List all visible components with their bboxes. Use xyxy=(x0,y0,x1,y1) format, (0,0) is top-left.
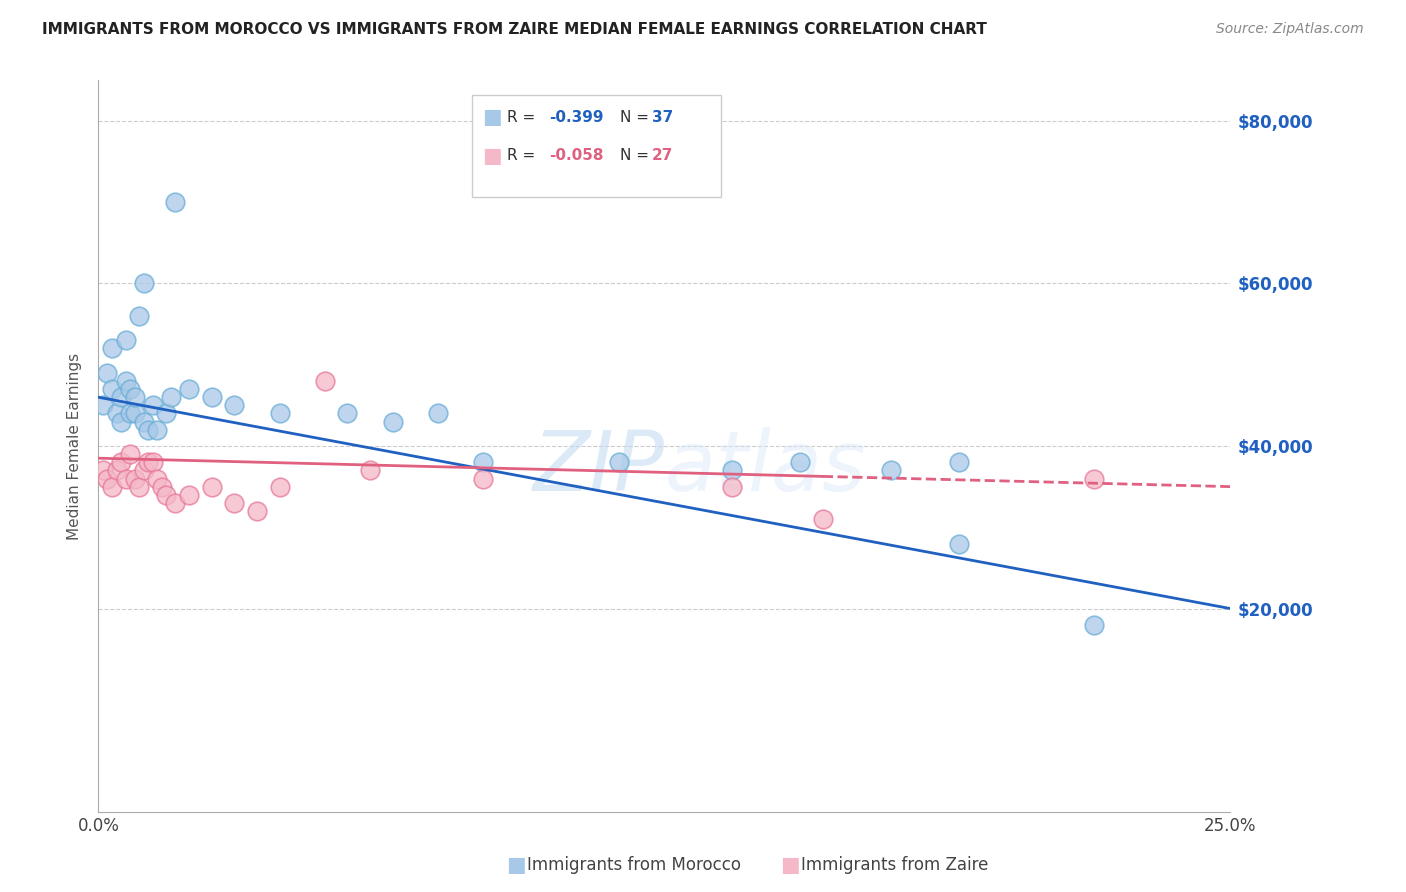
Point xyxy=(177,382,200,396)
Text: atlas: atlas xyxy=(665,427,866,508)
Text: Source: ZipAtlas.com: Source: ZipAtlas.com xyxy=(1216,22,1364,37)
Point xyxy=(101,382,124,396)
Point xyxy=(269,480,291,494)
Point xyxy=(246,504,269,518)
Text: -0.399: -0.399 xyxy=(550,110,603,125)
Point xyxy=(91,398,114,412)
Text: N =: N = xyxy=(620,110,654,125)
Point xyxy=(811,512,834,526)
Point xyxy=(948,455,970,469)
Point xyxy=(136,423,159,437)
Point xyxy=(132,415,155,429)
Point xyxy=(146,423,169,437)
Point xyxy=(177,488,200,502)
Point xyxy=(1083,617,1105,632)
Point xyxy=(124,471,146,485)
Point xyxy=(607,455,630,469)
Point xyxy=(101,342,124,356)
Point xyxy=(269,407,291,421)
Text: ■: ■ xyxy=(482,145,502,166)
Point xyxy=(155,407,177,421)
Point xyxy=(789,455,811,469)
Point xyxy=(381,415,404,429)
Point xyxy=(142,398,165,412)
Point xyxy=(165,195,187,210)
Point xyxy=(128,309,150,323)
Point xyxy=(124,407,146,421)
Point xyxy=(721,480,744,494)
Point xyxy=(120,447,142,461)
Point xyxy=(120,382,142,396)
Text: R =: R = xyxy=(508,148,540,163)
Text: N =: N = xyxy=(620,148,654,163)
Point xyxy=(114,471,136,485)
Point xyxy=(101,480,124,494)
Point xyxy=(150,480,173,494)
Point xyxy=(96,471,118,485)
Point xyxy=(142,455,165,469)
Y-axis label: Median Female Earnings: Median Female Earnings xyxy=(67,352,83,540)
Text: -0.058: -0.058 xyxy=(550,148,603,163)
Text: ■: ■ xyxy=(506,855,526,875)
Text: Immigrants from Morocco: Immigrants from Morocco xyxy=(527,856,741,874)
Text: 27: 27 xyxy=(652,148,673,163)
Point xyxy=(124,390,146,404)
Point xyxy=(132,277,155,291)
Point xyxy=(314,374,336,388)
Point xyxy=(201,390,224,404)
Point xyxy=(165,496,187,510)
Point xyxy=(336,407,359,421)
Point xyxy=(880,463,903,477)
Point xyxy=(160,390,183,404)
Point xyxy=(110,415,132,429)
Point xyxy=(472,471,495,485)
Point xyxy=(1083,471,1105,485)
Text: ZIP: ZIP xyxy=(533,427,665,508)
Point xyxy=(128,480,150,494)
Point xyxy=(201,480,224,494)
Point xyxy=(224,398,246,412)
Point xyxy=(114,334,136,348)
Point xyxy=(427,407,450,421)
Text: ■: ■ xyxy=(780,855,800,875)
Point xyxy=(721,463,744,477)
Point xyxy=(359,463,381,477)
Point xyxy=(110,455,132,469)
Text: R =: R = xyxy=(508,110,540,125)
Point xyxy=(114,374,136,388)
Point xyxy=(91,463,114,477)
Text: ■: ■ xyxy=(482,107,502,128)
Point xyxy=(120,407,142,421)
Point xyxy=(110,390,132,404)
Point xyxy=(224,496,246,510)
Point xyxy=(105,407,128,421)
Text: Immigrants from Zaire: Immigrants from Zaire xyxy=(801,856,988,874)
Point xyxy=(105,463,128,477)
Point xyxy=(96,366,118,380)
Text: 37: 37 xyxy=(652,110,673,125)
Point xyxy=(948,536,970,550)
Point xyxy=(132,463,155,477)
Point xyxy=(155,488,177,502)
Point xyxy=(136,455,159,469)
Point xyxy=(472,455,495,469)
Point xyxy=(146,471,169,485)
Text: IMMIGRANTS FROM MOROCCO VS IMMIGRANTS FROM ZAIRE MEDIAN FEMALE EARNINGS CORRELAT: IMMIGRANTS FROM MOROCCO VS IMMIGRANTS FR… xyxy=(42,22,987,37)
